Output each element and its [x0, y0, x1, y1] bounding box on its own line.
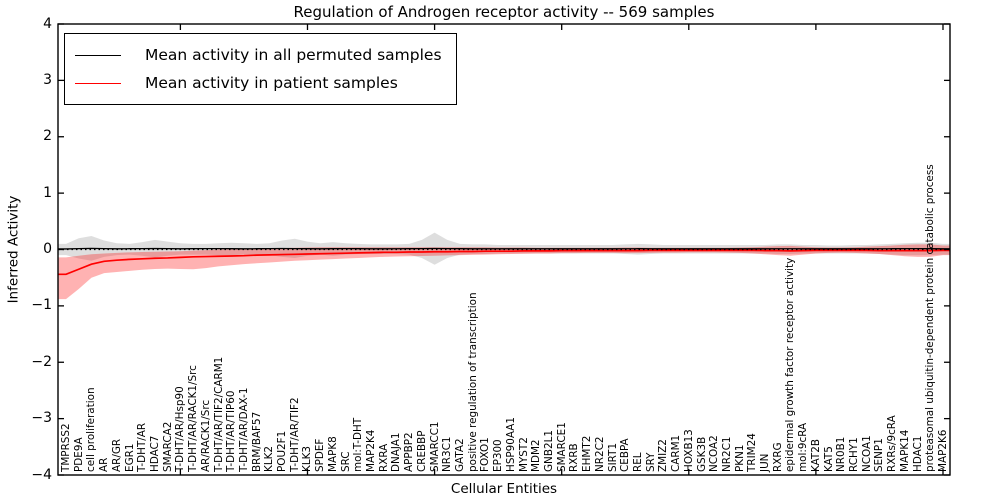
- x-axis-label: Cellular Entities: [450, 481, 558, 497]
- legend-item-permuted: Mean activity in all permuted samples: [75, 41, 442, 69]
- x-category-label: POU2F1: [276, 430, 289, 472]
- x-category-label: BRM/BAF57: [250, 411, 263, 472]
- x-category-label: T-DHT/AR/TIF2/CARM1: [212, 356, 225, 472]
- patient-band: [58, 244, 950, 300]
- x-category-label: mol:T-DHT: [352, 417, 365, 472]
- x-category-label: RXRG: [771, 442, 784, 472]
- x-category-label: MAPK8: [326, 436, 339, 472]
- x-category-label: SIRT1: [606, 442, 619, 472]
- x-category-label: PKN1: [733, 444, 746, 472]
- x-category-label: EHMT2: [581, 435, 594, 472]
- patient-mean-line: [58, 249, 950, 276]
- x-category-label: KAT2B: [809, 438, 822, 472]
- legend-label-permuted: Mean activity in all permuted samples: [145, 46, 442, 64]
- legend: Mean activity in all permuted samples Me…: [64, 33, 457, 105]
- x-category-label: MDM2: [530, 439, 543, 472]
- x-category-label: HDAC7: [148, 435, 161, 472]
- x-category-label: GATA2: [454, 438, 466, 472]
- x-category-label: MYST2: [517, 437, 530, 472]
- x-category-label: CREBBP: [415, 430, 428, 472]
- x-category-label: SMARCE1: [555, 422, 568, 472]
- x-category-label: NCOA2: [708, 435, 721, 472]
- permuted-mean-line: [58, 247, 950, 250]
- x-category-label: HOXB13: [682, 429, 695, 472]
- x-category-label: SMARCC1: [428, 421, 441, 473]
- x-category-label: EP300: [492, 439, 505, 472]
- x-category-label: REL: [631, 452, 644, 472]
- x-category-label: SPDEF: [314, 438, 327, 472]
- x-category-label: HSP90AA1: [504, 416, 517, 472]
- y-tick-label: 4: [43, 15, 52, 32]
- x-category-label: PDE9A: [72, 437, 85, 472]
- y-tick-label: 3: [43, 71, 52, 88]
- x-category-label: RXRs/9cRA: [886, 415, 899, 472]
- y-tick-label: −2: [31, 353, 52, 370]
- x-category-label: RXRB: [568, 443, 581, 472]
- legend-item-patient: Mean activity in patient samples: [75, 69, 442, 97]
- x-category-label: GSK3B: [695, 436, 708, 472]
- x-category-label: DNAJA1: [390, 432, 403, 472]
- x-category-label: proteasomal ubiquitin-dependent protein …: [924, 164, 937, 472]
- x-category-label: EGR1: [123, 443, 136, 472]
- patient-line-sample: [75, 82, 121, 84]
- y-tick-label: 1: [43, 184, 52, 201]
- x-category-label: KAT5: [822, 446, 835, 472]
- x-category-label: T-DHT/AR/RACK1/Src: [187, 365, 200, 472]
- x-category-label: KLK3: [301, 445, 314, 472]
- x-category-label: T-DHT/AR: [136, 422, 149, 472]
- x-category-label: SMARCA2: [161, 421, 174, 472]
- x-category-label: SENP1: [873, 438, 886, 472]
- x-category-label: T-DHT/AR/DAX-1: [237, 387, 250, 472]
- x-category-label: APPBP2: [403, 432, 416, 472]
- x-category-label: SRC: [339, 451, 352, 472]
- chart-title: Regulation of Androgen receptor activity…: [293, 3, 715, 21]
- y-tick-label: −3: [31, 410, 52, 427]
- x-category-label: RCHY1: [848, 437, 861, 472]
- y-tick-label: −4: [31, 466, 52, 483]
- x-category-label: T-DHT/AR/TIF2: [288, 397, 301, 472]
- x-category-label: mol:9cRA: [797, 422, 810, 472]
- permuted-line-sample: [75, 54, 121, 56]
- y-tick-label: 2: [43, 128, 52, 145]
- x-category-label: AR/RACK1/Src: [199, 399, 212, 472]
- x-category-label: NR3C1: [441, 436, 454, 472]
- x-category-label: SRY: [644, 452, 657, 473]
- x-category-label: cell proliferation: [85, 387, 98, 472]
- x-category-label: TRIM24: [746, 433, 759, 472]
- x-category-label: AR: [98, 457, 111, 472]
- x-category-label: JUN: [759, 453, 772, 472]
- x-category-label: GNB2L1: [542, 430, 555, 472]
- y-tick-label: 0: [43, 241, 52, 257]
- x-category-label: NR2C1: [720, 436, 733, 472]
- x-category-label: CARM1: [670, 434, 683, 472]
- x-category-label: ZMIZ2: [657, 439, 670, 472]
- x-category-label: NR2C2: [593, 436, 606, 472]
- x-category-label: TMPRSS2: [60, 423, 72, 472]
- x-category-label: positive regulation of transcription: [466, 292, 479, 472]
- y-tick-label: −1: [31, 297, 52, 314]
- x-category-label: KLK2: [263, 445, 276, 472]
- x-category-label: RXRA: [377, 443, 390, 472]
- x-category-label: MAP2K6: [936, 429, 949, 472]
- x-category-label: HDAC1: [911, 435, 924, 472]
- x-category-label: T-DHT/AR/TIP60: [225, 390, 238, 472]
- x-category-label: MAP2K4: [365, 429, 378, 472]
- x-category-label: AR/GR: [110, 438, 123, 472]
- x-category-label: T-DHT/AR/Hsp90: [174, 386, 187, 472]
- x-category-label: MAPK14: [898, 429, 911, 472]
- x-category-label: FOXO1: [479, 437, 492, 472]
- legend-label-patient: Mean activity in patient samples: [145, 74, 398, 92]
- x-category-label: NR0B1: [835, 436, 848, 472]
- x-category-label: epidermal growth factor receptor activit…: [784, 257, 797, 472]
- x-category-label: CEBPA: [619, 438, 632, 472]
- x-category-label: NCOA1: [860, 435, 873, 472]
